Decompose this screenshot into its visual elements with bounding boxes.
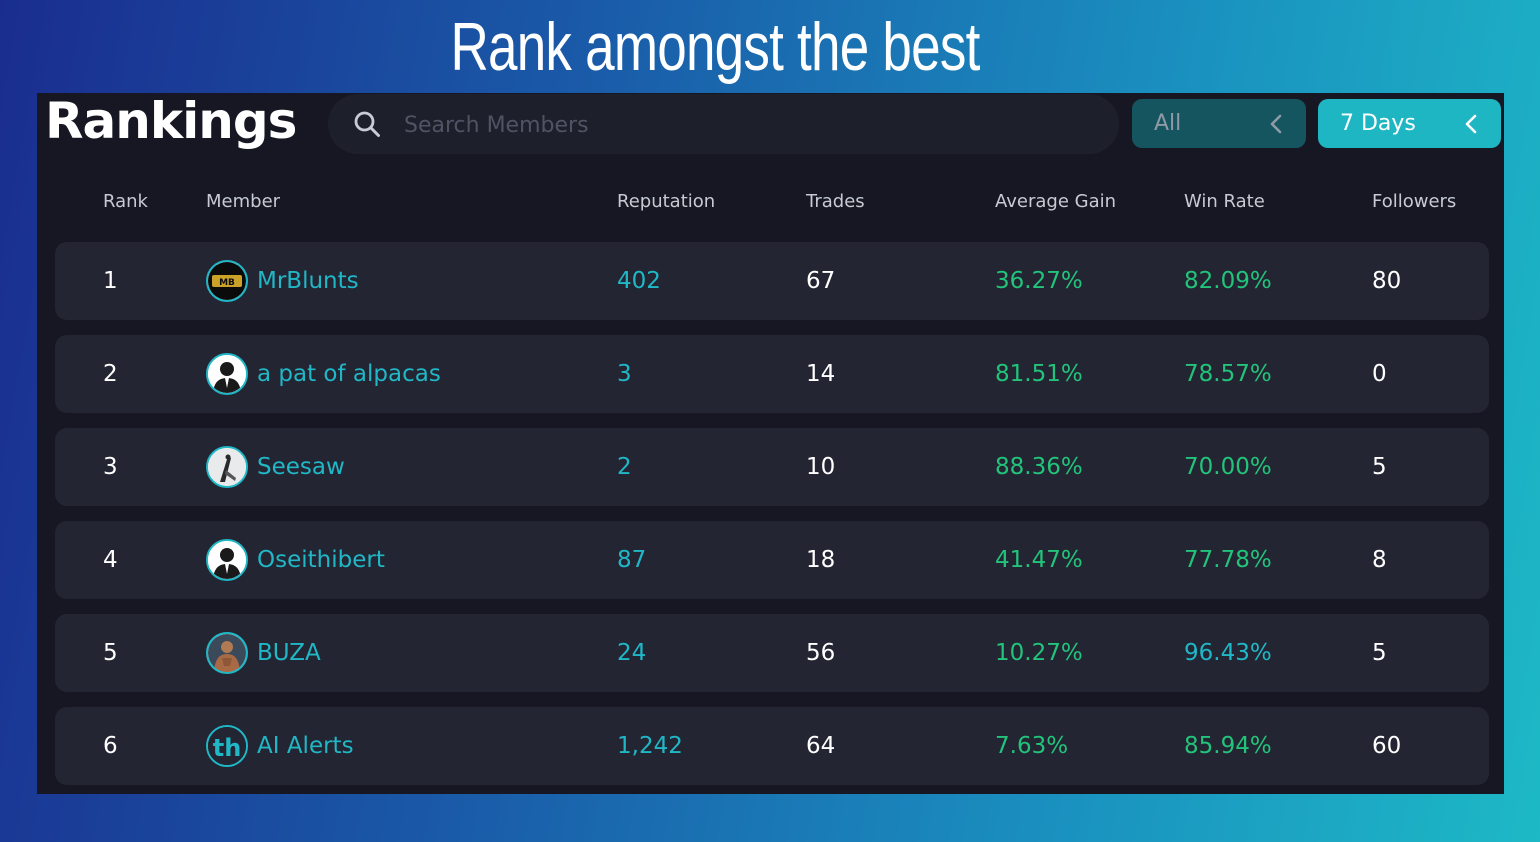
table-row[interactable]: 2 a pat of alpacas 3 14 81.51% 78.57% 0 xyxy=(55,335,1489,413)
win-rate-cell: 78.57% xyxy=(1184,361,1272,387)
member-name-link[interactable]: MrBlunts xyxy=(257,268,359,294)
reputation-cell: 2 xyxy=(617,454,632,480)
average-gain-cell: 88.36% xyxy=(995,454,1083,480)
followers-cell: 60 xyxy=(1372,733,1402,759)
rank-cell: 1 xyxy=(103,268,118,294)
table-header: Rank Member Reputation Trades Average Ga… xyxy=(37,185,1504,221)
table-row[interactable]: 6 th AI Alerts 1,242 64 7.63% 85.94% 60 xyxy=(55,707,1489,785)
svg-text:th: th xyxy=(213,734,242,762)
hero-title: Rank amongst the best xyxy=(450,9,980,85)
scope-filter-label: All xyxy=(1154,111,1182,136)
member-name-link[interactable]: Seesaw xyxy=(257,454,345,480)
average-gain-cell: 81.51% xyxy=(995,361,1083,387)
win-rate-cell: 70.00% xyxy=(1184,454,1272,480)
average-gain-cell: 36.27% xyxy=(995,268,1083,294)
chevron-left-icon xyxy=(1465,114,1477,134)
rank-cell: 4 xyxy=(103,547,118,573)
rankings-panel: Rankings All 7 Days Rank Member Reputati… xyxy=(37,93,1504,794)
period-filter-label: 7 Days xyxy=(1340,111,1416,136)
column-header-member[interactable]: Member xyxy=(206,191,281,212)
trades-cell: 18 xyxy=(806,547,836,573)
logo-avatar[interactable]: MB xyxy=(206,260,248,302)
rank-cell: 2 xyxy=(103,361,118,387)
svg-text:MB: MB xyxy=(219,278,235,288)
trades-cell: 56 xyxy=(806,640,836,666)
column-header-average-gain[interactable]: Average Gain xyxy=(995,191,1117,212)
average-gain-cell: 41.47% xyxy=(995,547,1083,573)
table-row[interactable]: 1 MB MrBlunts 402 67 36.27% 82.09% 80 xyxy=(55,242,1489,320)
page-title: Rankings xyxy=(45,93,297,150)
period-filter-dropdown[interactable]: 7 Days xyxy=(1318,99,1501,148)
average-gain-cell: 10.27% xyxy=(995,640,1083,666)
default-silhouette-avatar[interactable] xyxy=(206,539,248,581)
win-rate-cell: 85.94% xyxy=(1184,733,1272,759)
table-row[interactable]: 3 Seesaw 2 10 88.36% 70.00% 5 xyxy=(55,428,1489,506)
win-rate-cell: 82.09% xyxy=(1184,268,1272,294)
rank-cell: 5 xyxy=(103,640,118,666)
default-silhouette-avatar[interactable] xyxy=(206,353,248,395)
scope-filter-dropdown[interactable]: All xyxy=(1132,99,1306,148)
trades-cell: 67 xyxy=(806,268,836,294)
trades-cell: 14 xyxy=(806,361,836,387)
member-name-link[interactable]: Oseithibert xyxy=(257,547,385,573)
search-input[interactable] xyxy=(402,104,1086,146)
win-rate-cell: 96.43% xyxy=(1184,640,1272,666)
win-rate-cell: 77.78% xyxy=(1184,547,1272,573)
reputation-cell: 3 xyxy=(617,361,632,387)
member-name-link[interactable]: BUZA xyxy=(257,640,321,666)
rank-cell: 3 xyxy=(103,454,118,480)
followers-cell: 8 xyxy=(1372,547,1387,573)
followers-cell: 5 xyxy=(1372,454,1387,480)
photo-avatar[interactable] xyxy=(206,446,248,488)
reputation-cell: 87 xyxy=(617,547,647,573)
reputation-cell: 24 xyxy=(617,640,647,666)
rank-cell: 6 xyxy=(103,733,118,759)
average-gain-cell: 7.63% xyxy=(995,733,1069,759)
member-name-link[interactable]: AI Alerts xyxy=(257,733,354,759)
trades-cell: 10 xyxy=(806,454,836,480)
column-header-reputation[interactable]: Reputation xyxy=(617,191,716,212)
column-header-followers[interactable]: Followers xyxy=(1372,191,1457,212)
column-header-trades[interactable]: Trades xyxy=(806,191,865,212)
search-icon[interactable] xyxy=(353,110,381,138)
photo-avatar[interactable] xyxy=(206,632,248,674)
reputation-cell: 1,242 xyxy=(617,733,683,759)
table-row[interactable]: 4 Oseithibert 87 18 41.47% 77.78% 8 xyxy=(55,521,1489,599)
reputation-cell: 402 xyxy=(617,268,661,294)
trades-cell: 64 xyxy=(806,733,836,759)
followers-cell: 80 xyxy=(1372,268,1402,294)
th-logo-avatar[interactable]: th xyxy=(206,725,248,767)
column-header-rank[interactable]: Rank xyxy=(103,191,148,212)
table-row[interactable]: 5 BUZA 24 56 10.27% 96.43% 5 xyxy=(55,614,1489,692)
chevron-left-icon xyxy=(1270,114,1282,134)
member-name-link[interactable]: a pat of alpacas xyxy=(257,361,441,387)
followers-cell: 0 xyxy=(1372,361,1387,387)
search-bar[interactable] xyxy=(328,94,1119,154)
followers-cell: 5 xyxy=(1372,640,1387,666)
column-header-win-rate[interactable]: Win Rate xyxy=(1184,191,1265,212)
